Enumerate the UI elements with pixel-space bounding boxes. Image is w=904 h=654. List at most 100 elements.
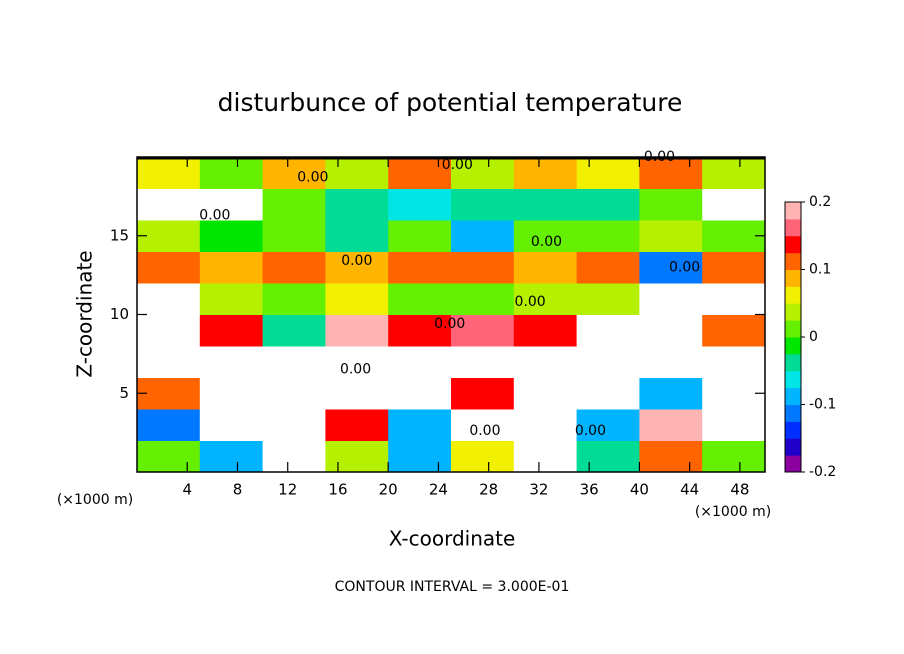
colorbar-swatch [785,404,801,422]
heat-cell [137,346,201,378]
contour-label: 0.00 [434,316,465,332]
contour-label: 0.00 [669,259,700,275]
heat-cell [137,251,201,284]
heat-cell [262,314,326,347]
heat-cell [513,220,578,252]
x-tick-label: 12 [278,481,297,499]
heat-cell [325,346,389,378]
colorbar-swatch [785,269,801,287]
heat-cell [325,251,389,284]
heat-cell [388,188,452,221]
contour-label: 0.00 [341,253,372,269]
x-tick-label: 28 [479,481,498,499]
colorbar-tick-label: -0.1 [809,397,836,413]
heat-cell [702,220,766,252]
heat-cell [576,157,640,189]
heat-cell [451,157,515,189]
x-tick-label: 32 [529,481,548,499]
heat-cell [451,251,515,284]
y-tick-label: 10 [110,305,129,323]
heat-cell [639,440,703,473]
heat-cell [639,346,703,378]
heat-cell [388,283,452,315]
heat-cell [513,346,578,378]
colorbar-swatch [785,455,801,473]
contour-label: 0.00 [515,294,546,310]
colorbar-tick-label: 0 [809,329,818,345]
heat-cell [325,377,389,410]
contour-label: 0.00 [531,234,562,250]
heat-cell [199,283,264,315]
heat-cell [702,314,766,347]
heat-cell [388,346,452,378]
chart-title: disturbunce of potential temperature [218,88,683,117]
heat-cell [513,314,578,347]
heat-cell [262,377,326,410]
heat-cell [199,220,264,252]
y-axis-label: Z-coordinate [73,250,97,377]
heat-cell [702,188,766,221]
x-tick-label: 16 [328,481,347,499]
x-tick-label: 44 [680,481,699,499]
x-unit-right: (×1000 m) [695,504,771,520]
heat-cell [702,157,766,189]
heat-cell [199,440,264,473]
heat-cell [576,283,640,315]
heat-cell [639,251,703,284]
heat-cell [325,283,389,315]
heat-cell [576,377,640,410]
heat-cell [262,220,326,252]
heat-cell [325,440,389,473]
heat-cell [199,377,264,410]
heat-cell [513,188,578,221]
x-tick-label: 20 [379,481,398,499]
heat-cell [576,346,640,378]
heat-cell [388,440,452,473]
heat-cell [137,220,201,252]
colorbar-swatch [785,218,801,237]
heat-cell [639,188,703,221]
heat-cell [137,440,201,473]
heat-cell [576,314,640,347]
heat-cell [451,440,515,473]
heat-cell [513,409,578,441]
heat-cell [137,283,201,315]
colorbar-swatch [785,303,801,321]
x-tick-label: 40 [630,481,649,499]
contour-label: 0.00 [469,423,500,439]
heat-cell [262,346,326,378]
heat-cell [388,377,452,410]
x-tick-label: 4 [182,481,192,499]
heat-cell [137,188,201,221]
contour-label: 0.00 [297,169,328,185]
heat-cell [388,409,452,441]
heat-cell [513,251,578,284]
heat-cell [702,409,766,441]
heat-cell [451,283,515,315]
colorbar-swatch [785,353,801,372]
heat-cell [639,283,703,315]
footer-note: CONTOUR INTERVAL = 3.000E-01 [335,579,570,595]
heat-cell [262,440,326,473]
heat-cell [639,377,703,410]
heat-cell [639,220,703,252]
heat-cell [639,157,703,189]
contour-label: 0.00 [442,157,473,173]
heat-cell [639,314,703,347]
heat-cell [199,157,264,189]
heat-cell [388,314,452,347]
heat-cell [451,314,515,347]
heat-cell [199,314,264,347]
colorbar-tick-label: 0.2 [809,194,831,210]
colorbar-swatch [785,235,801,254]
heat-cell [262,157,326,189]
heat-cell [137,409,201,441]
heat-cell [262,251,326,284]
colorbar-swatch [785,320,801,338]
heat-cell [451,220,515,252]
heat-cell [576,440,640,473]
contour-label: 0.00 [644,149,675,165]
heat-cell [199,409,264,441]
